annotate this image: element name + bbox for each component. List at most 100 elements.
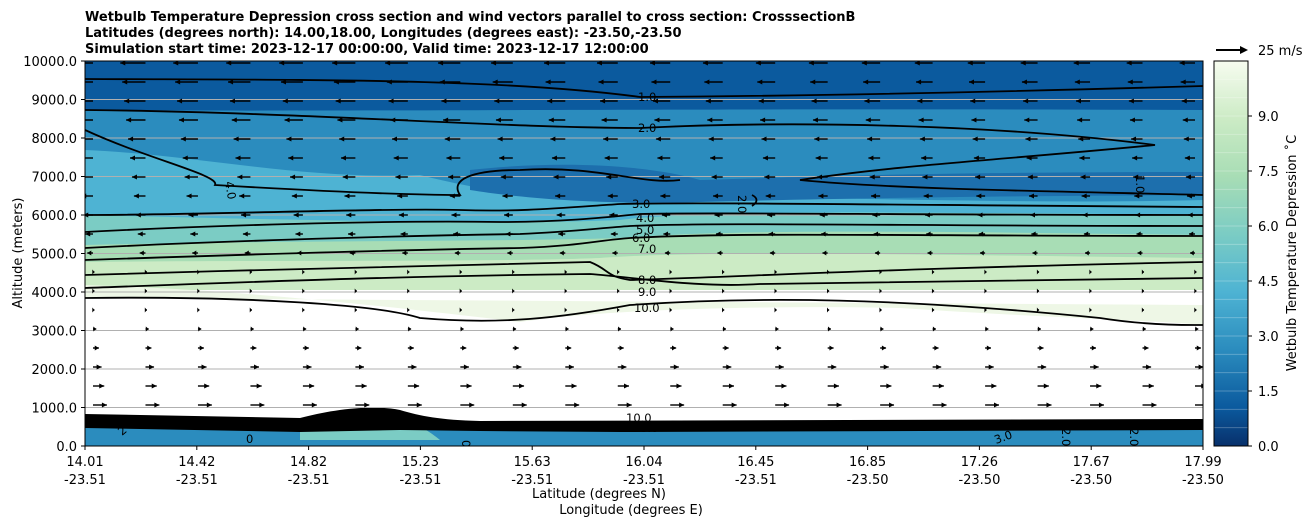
colorbar-band-lines bbox=[1214, 78, 1248, 429]
wind-vector-arrowhead bbox=[564, 288, 567, 294]
wind-vector-arrowhead bbox=[101, 402, 107, 408]
contour-label: 5.0 bbox=[636, 223, 654, 237]
wind-vector-arrowhead bbox=[676, 383, 682, 389]
wind-vector-arrowhead bbox=[883, 364, 889, 370]
wind-vector-arrowhead bbox=[921, 155, 927, 161]
wind-vector-arrowhead bbox=[242, 231, 248, 237]
contour-3 bbox=[85, 129, 681, 196]
wind-vector-arrowhead bbox=[254, 364, 260, 370]
wind-vector-arrowhead bbox=[597, 61, 603, 66]
wind-vector-arrowhead bbox=[784, 402, 790, 408]
wind-vector-arrowhead bbox=[1137, 250, 1142, 256]
wind-vector-arrowhead bbox=[459, 269, 462, 275]
wind-vector-arrowhead bbox=[776, 345, 782, 351]
wind-vector-arrowhead bbox=[774, 269, 777, 275]
wind-vector-arrowhead bbox=[145, 326, 149, 332]
wind-vector-arrowhead bbox=[993, 402, 999, 408]
wind-vector-arrowhead bbox=[713, 193, 719, 199]
wind-vector-arrowhead bbox=[726, 364, 732, 370]
y-tick-label: 1000.0 bbox=[32, 402, 78, 417]
wind-vector-arrowhead bbox=[443, 117, 449, 123]
wind-vector-arrowhead bbox=[831, 364, 837, 370]
wind-vector-arrowhead bbox=[1093, 364, 1099, 370]
wind-vector-arrowhead bbox=[407, 269, 410, 275]
wind-vector-arrowhead bbox=[967, 61, 973, 66]
x-axis-ticks: 14.01 -23.51 14.42 -23.51 14.82 -23.51 15.23 -2… bbox=[64, 446, 1224, 488]
wind-vector-arrowhead bbox=[497, 136, 503, 142]
wind-vector-arrowhead bbox=[99, 383, 105, 389]
wind-vector-arrowhead bbox=[198, 326, 202, 332]
wind-vector-arrowhead bbox=[1096, 383, 1102, 389]
wind-vector-arrowhead bbox=[917, 98, 923, 104]
wind-vector-arrowhead bbox=[924, 212, 930, 218]
wind-vector-arrowhead bbox=[879, 288, 882, 294]
wind-vector-arrowhead bbox=[938, 383, 944, 389]
wind-vector-arrowhead bbox=[827, 326, 831, 332]
wind-vector-arrowhead bbox=[976, 193, 982, 199]
x-tick-label-lat: 16.85 bbox=[849, 455, 886, 470]
wind-vector-arrowhead bbox=[1028, 193, 1034, 199]
wind-vector-arrowhead bbox=[574, 402, 580, 408]
wind-vector-arrowhead bbox=[1142, 326, 1146, 332]
surface-contour-label: 10.0 bbox=[626, 411, 652, 425]
wind-vector-arrowhead bbox=[886, 383, 892, 389]
wind-vector-arrowhead bbox=[1036, 288, 1040, 294]
wind-vector-arrowhead bbox=[556, 212, 562, 218]
wind-vector-arrowhead bbox=[342, 174, 348, 180]
wind-vector-arrowhead bbox=[1198, 364, 1203, 370]
wind-vector-arrowhead bbox=[1085, 250, 1089, 256]
quiver-key-arrow-icon bbox=[1240, 46, 1248, 54]
wind-vector-arrowhead bbox=[564, 307, 567, 313]
wind-vector-arrowhead bbox=[808, 61, 814, 66]
wind-vector-arrowhead bbox=[388, 98, 394, 104]
wind-vector-arrowhead bbox=[714, 212, 720, 218]
wind-vector-arrowhead bbox=[571, 383, 577, 389]
wind-vector-arrowhead bbox=[1043, 383, 1049, 389]
x-tick-label-lat: 14.82 bbox=[290, 455, 327, 470]
wind-vector-arrowhead bbox=[649, 61, 655, 66]
wind-vector-arrowhead bbox=[286, 136, 292, 142]
wind-vector-arrowhead bbox=[302, 269, 305, 275]
wind-vector-arrowhead bbox=[923, 193, 929, 199]
colorbar-tick-label: 3.0 bbox=[1258, 330, 1279, 345]
wind-vector-arrowhead bbox=[521, 402, 527, 408]
contour-6 bbox=[85, 223, 1203, 249]
wind-vector-arrowhead bbox=[869, 174, 875, 180]
wind-vector-arrowhead bbox=[973, 155, 979, 161]
quiver-key-label: 25 m/s bbox=[1258, 44, 1303, 59]
x-axis-label-lon: Longitude (degrees E) bbox=[559, 503, 703, 518]
wind-vector-arrowhead bbox=[601, 117, 607, 123]
wind-vector-arrowhead bbox=[545, 79, 551, 85]
wind-vector-arrowhead bbox=[1089, 269, 1092, 275]
x-tick-label-lon: -23.51 bbox=[64, 473, 106, 488]
wind-vector-arrowhead bbox=[926, 231, 931, 237]
wind-vector-arrowhead bbox=[393, 155, 399, 161]
wind-vector-arrowhead bbox=[332, 61, 338, 66]
contour-label: 7.0 bbox=[638, 242, 656, 256]
wind-vector-arrowhead bbox=[669, 269, 672, 275]
wind-vector-arrowhead bbox=[1083, 231, 1089, 237]
surface-black-layer bbox=[85, 407, 1203, 432]
wind-vector-arrowhead bbox=[407, 307, 410, 313]
wind-vector-arrowhead bbox=[1082, 212, 1088, 218]
wind-vector-arrowhead bbox=[414, 383, 420, 389]
wind-vector-arrowhead bbox=[284, 117, 290, 123]
colorbar-label: Wetbulb Temperature Depression ˚C bbox=[1284, 135, 1300, 372]
wind-vector-arrowhead bbox=[769, 250, 774, 256]
wind-vector-arrowhead bbox=[256, 383, 262, 389]
wind-vector-arrowhead bbox=[711, 174, 717, 180]
wind-vector-arrowhead bbox=[453, 231, 458, 237]
wind-vector-arrowhead bbox=[669, 288, 672, 294]
wind-vector-arrowhead bbox=[547, 98, 553, 104]
wind-vector-arrowhead bbox=[705, 98, 711, 104]
wind-vector-arrowhead bbox=[1091, 345, 1096, 351]
wind-vector-arrowhead bbox=[818, 193, 824, 199]
wind-vector-arrowhead bbox=[87, 250, 92, 256]
wind-vector-arrowhead bbox=[704, 79, 710, 85]
wind-vector-arrowhead bbox=[879, 307, 882, 313]
y-tick-label: 0.0 bbox=[56, 440, 77, 455]
x-tick-label-lon: -23.51 bbox=[176, 473, 218, 488]
wind-vector-arrowhead bbox=[409, 345, 414, 351]
title-line-2: Latitudes (degrees north): 14.00,18.00, … bbox=[85, 26, 682, 41]
wind-vector-arrowhead bbox=[354, 288, 357, 294]
